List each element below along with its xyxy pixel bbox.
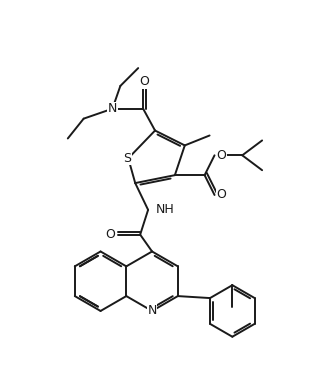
Text: O: O	[106, 228, 116, 241]
Text: S: S	[123, 152, 131, 165]
Text: O: O	[217, 149, 226, 162]
Text: O: O	[139, 76, 149, 88]
Text: N: N	[108, 102, 117, 115]
Text: O: O	[217, 189, 226, 202]
Text: NH: NH	[156, 204, 175, 216]
Text: N: N	[148, 305, 157, 318]
